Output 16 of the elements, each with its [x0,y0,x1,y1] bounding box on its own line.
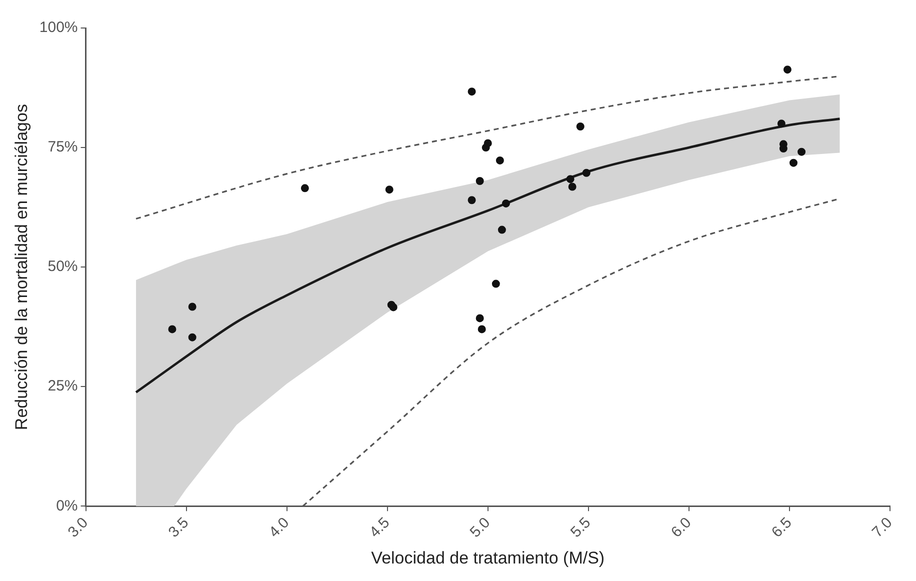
y-tick-label: 75% [48,138,78,156]
x-tick-label: 7.0 [868,514,896,541]
y-axis-title: Reducción de la mortalidad en murciélagos [12,104,31,430]
x-tick-label: 5.5 [567,514,594,541]
x-tick-label: 3.0 [64,514,92,541]
y-tick-label: 25% [48,378,78,395]
y-tick-label: 100% [39,19,78,36]
x-tick-label: 6.0 [668,514,695,541]
x-tick-label: 5.0 [466,514,494,541]
x-tick-label: 4.5 [366,514,394,541]
x-tick-label: 4.0 [266,514,293,541]
y-tick-label: 50% [48,258,78,276]
y-tick-label: 0% [56,497,78,514]
x-tick-label: 3.5 [165,514,192,541]
x-axis-title: Velocidad de tratamiento (M/S) [371,548,605,568]
x-tick-label: 6.5 [768,514,796,541]
